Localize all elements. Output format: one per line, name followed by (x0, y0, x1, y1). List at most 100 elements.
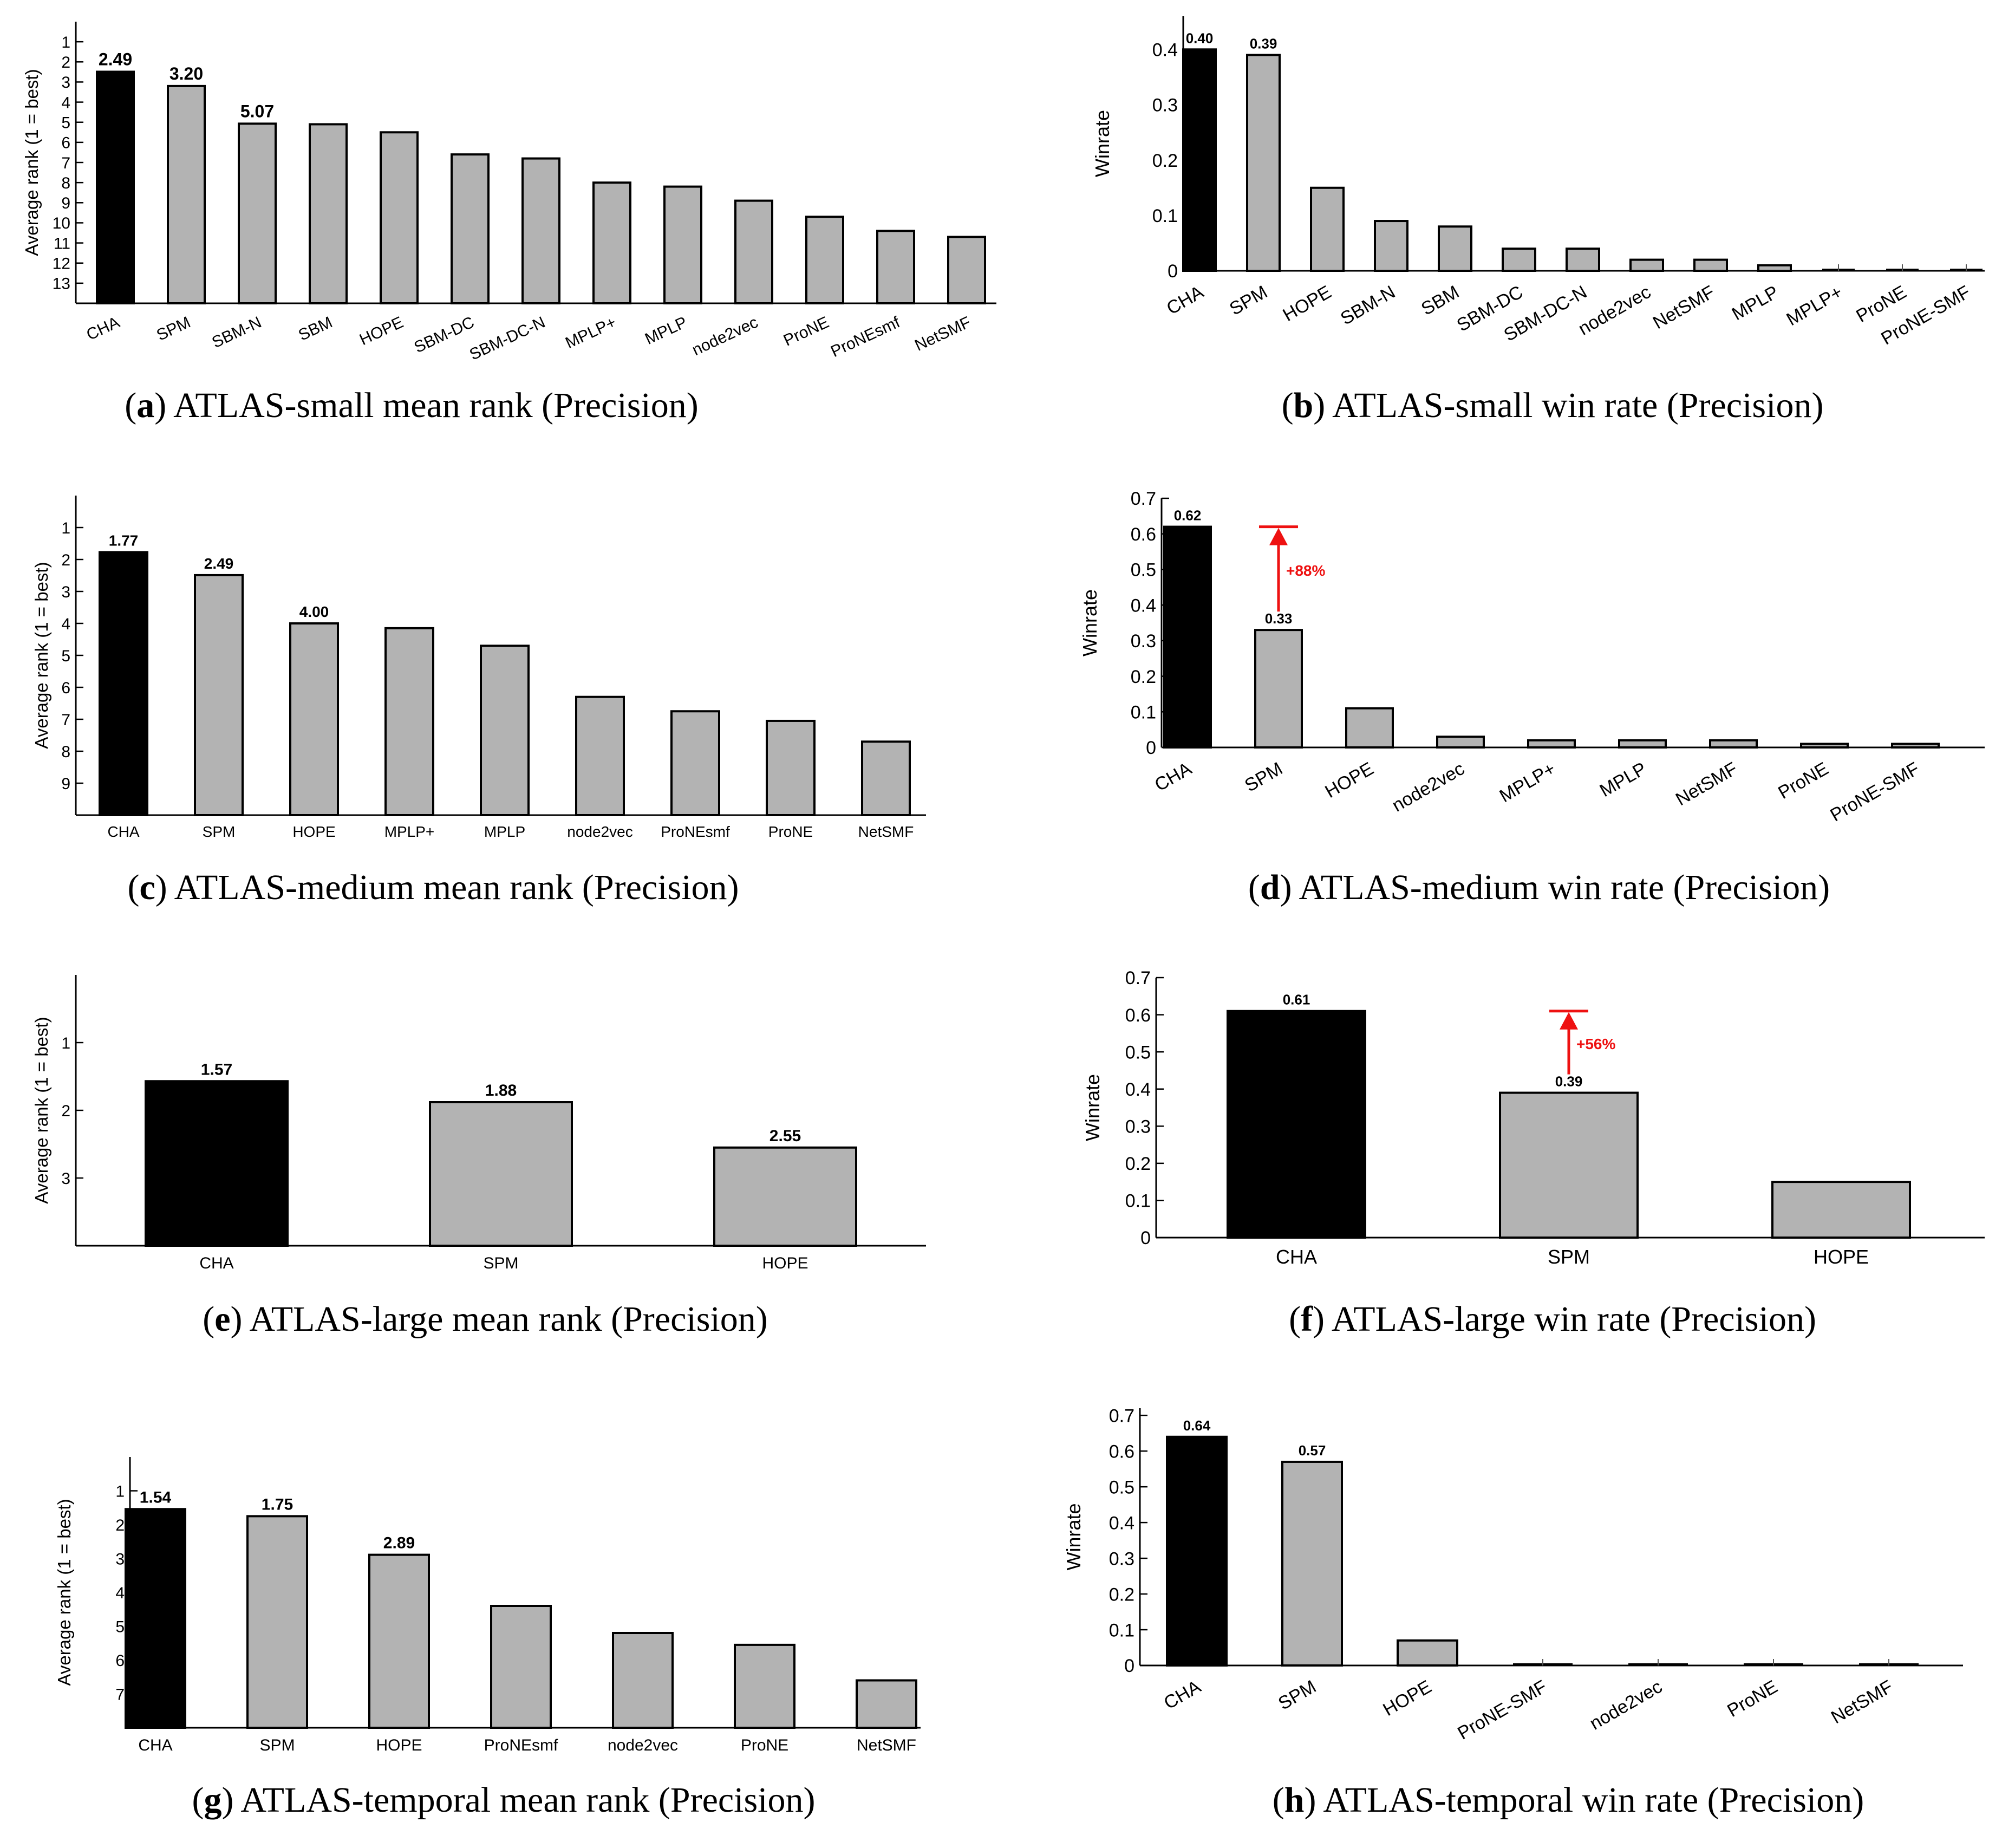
caption-b: (b) ATLAS-small win rate (Precision) (1282, 386, 1824, 425)
bar-spm (246, 1515, 308, 1729)
y-tick-label: 0.3 (1125, 1117, 1151, 1137)
caption-d: (d) ATLAS-medium win rate (Precision) (1248, 868, 1830, 907)
y-tick-label: 1 (61, 1034, 70, 1052)
bar-cha (1182, 48, 1217, 272)
x-tick-label: ProNE (1724, 1676, 1781, 1721)
x-tick-label: CHA (1160, 1676, 1204, 1714)
data-label: 2.49 (204, 555, 234, 572)
y-tick-label: 4 (61, 615, 70, 633)
x-tick-label: ProNE (1775, 758, 1832, 803)
x-tick-label: CHA (84, 313, 122, 344)
x-tick-label: HOPE (1322, 758, 1377, 802)
bar-pronesmf (876, 230, 915, 304)
x-tick-label: SBM-DC-N (467, 313, 548, 363)
bar-prone (1800, 743, 1849, 749)
y-tick-label: 2 (61, 54, 70, 71)
y-tick-label: 4 (115, 1584, 125, 1602)
y-tick-label: 0.2 (1152, 151, 1178, 171)
x-tick-label: HOPE (357, 313, 406, 349)
bar-hope (289, 622, 339, 816)
y-tick-label: 1 (115, 1482, 125, 1500)
x-tick-label: MPLP (484, 823, 525, 840)
x-tick-label: HOPE (1380, 1676, 1435, 1720)
x-tick-label: SPM (483, 1254, 518, 1272)
x-tick-label: MPLP+ (1496, 758, 1559, 806)
bar-sbm-dc (451, 153, 490, 304)
y-tick-label: 0.1 (1131, 702, 1156, 723)
chart-panel-c: 1 2 3 4 5 6 7 8 9 Average rank (1 = best) 1.77 CHA 2… (31, 496, 926, 840)
y-tick-label: 5 (115, 1618, 125, 1636)
chart-panel-h: 0 0.1 0.2 0.3 0.4 0.5 0.6 0.7 Winrate 0.64 CHA 0.57… (1062, 1405, 1963, 1744)
chart-panel-f: 0 0.1 0.2 0.3 0.4 0.5 0.6 0.7 Winrate 0.61 CHA 0.39… (1081, 968, 1985, 1268)
x-tick-label: MPLP (1729, 282, 1782, 324)
data-label: 5.07 (240, 101, 274, 121)
x-tick-label: MPLP+ (563, 313, 619, 352)
x-tick-label: node2vec (1388, 758, 1468, 816)
chart-panel-g: 1 2 3 4 5 6 7 Average rank (1 = best) 1.54 CHA 1.7… (54, 1457, 921, 1754)
y-tick-label: 5 (61, 114, 70, 132)
y-tick-label: 0.5 (1131, 560, 1156, 581)
x-tick-label: node2vec (567, 823, 632, 840)
y-tick-label: 0.7 (1125, 968, 1151, 988)
y-axis-label: Average rank (1 = best) (31, 562, 51, 749)
bar-prone (766, 719, 816, 816)
x-tick-label: NetSMF (1649, 282, 1718, 333)
y-tick-label: 10 (53, 214, 70, 232)
x-tick-label: SPM (259, 1736, 295, 1754)
data-label: 1.75 (262, 1495, 293, 1513)
x-tick-label: NetSMF (857, 1736, 916, 1754)
bar-cha (99, 551, 148, 816)
bar-mplp+ (592, 181, 631, 304)
x-tick-label: NetSMF (912, 313, 974, 354)
y-tick-label: 0.6 (1125, 1005, 1151, 1026)
y-tick-label: 5 (61, 647, 70, 665)
caption-e: (e) ATLAS-large mean rank (Precision) (203, 1299, 767, 1339)
bar-cha (1166, 1435, 1228, 1667)
bar-pronesmf (670, 710, 720, 816)
y-tick-label: 0.1 (1152, 206, 1178, 226)
y-tick-label: 0.3 (1131, 631, 1156, 652)
x-tick-label: CHA (1163, 282, 1207, 319)
data-label: 0.40 (1186, 30, 1214, 46)
y-tick-label: 1 (61, 519, 70, 537)
annotation-label: +56% (1576, 1036, 1615, 1052)
y-tick-label: 3 (61, 1170, 70, 1188)
x-tick-label: NetSMF (1828, 1676, 1896, 1728)
bar-node2vec (1629, 258, 1664, 272)
caption-f: (f) ATLAS-large win rate (Precision) (1289, 1299, 1816, 1339)
data-label: 1.77 (109, 532, 139, 549)
y-tick-label: 0.6 (1131, 524, 1156, 545)
x-tick-label: NetSMF (1672, 758, 1741, 810)
annotation-arrow-head (1560, 1012, 1578, 1030)
y-axis-label: Winrate (1062, 1503, 1085, 1570)
y-tick-label: 7 (61, 154, 70, 172)
bar-cha (125, 1508, 186, 1729)
y-tick-label: 0.6 (1109, 1441, 1134, 1462)
data-label: 2.49 (99, 49, 132, 69)
x-tick-label: SBM-DC (412, 313, 477, 356)
bar-hope (1310, 186, 1345, 272)
data-label: 0.57 (1299, 1442, 1326, 1459)
bar-mplp+ (1527, 739, 1576, 749)
caption-h: (h) ATLAS-temporal win rate (Precision) (1273, 1780, 1864, 1820)
y-tick-label: 0.5 (1125, 1042, 1151, 1063)
bar-spm (1254, 629, 1303, 749)
bar-cha (1163, 525, 1212, 749)
x-tick-label: HOPE (1280, 282, 1335, 326)
bar-prone (805, 216, 844, 304)
bar-hope (1397, 1639, 1458, 1667)
x-tick-label: ProNE (741, 1736, 788, 1754)
x-tick-label: HOPE (1814, 1246, 1869, 1268)
bar-cha (96, 70, 135, 304)
x-tick-label: SBM-N (1337, 282, 1399, 329)
x-tick-label: SPM (1241, 758, 1286, 796)
y-tick-label: 3 (61, 74, 70, 92)
bar-netsmf (1709, 739, 1758, 749)
data-label: 1.54 (140, 1488, 172, 1506)
y-tick-label: 0 (1168, 261, 1178, 282)
bar-sbm (1438, 225, 1472, 272)
y-tick-label: 0 (1124, 1656, 1134, 1676)
bar-hope (368, 1553, 430, 1729)
y-tick-label: 0.7 (1109, 1405, 1134, 1426)
x-tick-label: MPLP+ (384, 823, 435, 840)
